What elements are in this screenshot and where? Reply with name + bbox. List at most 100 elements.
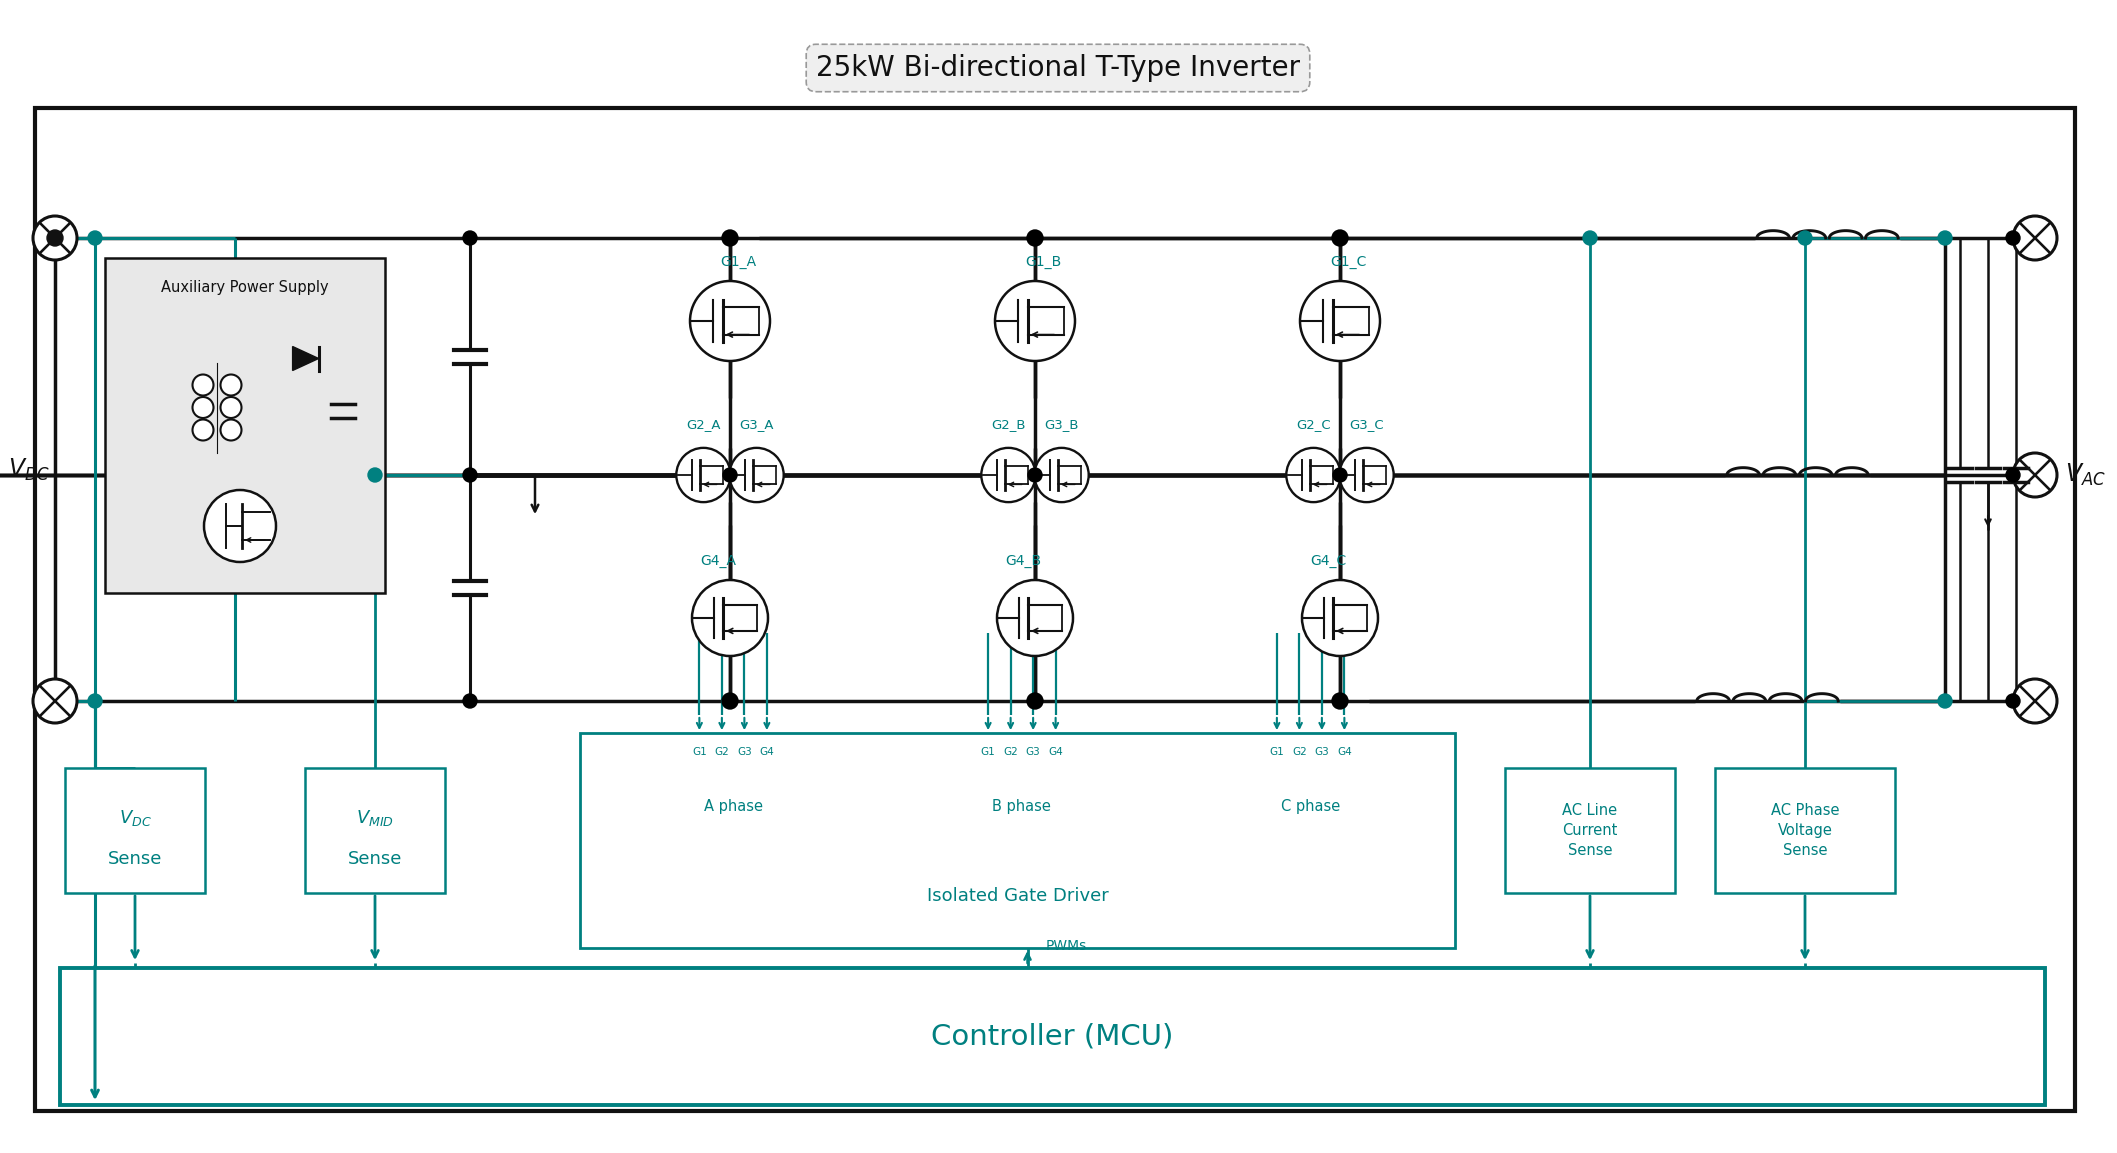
Circle shape — [1029, 694, 1042, 708]
Text: Isolated Gate Driver: Isolated Gate Driver — [927, 887, 1109, 905]
Bar — [106, 258, 385, 593]
Circle shape — [1035, 447, 1088, 503]
Text: G3: G3 — [737, 747, 752, 758]
Circle shape — [690, 281, 771, 361]
Text: G1_B: G1_B — [1025, 255, 1061, 269]
Text: Sense: Sense — [108, 850, 163, 867]
Text: G4_A: G4_A — [701, 553, 737, 568]
Circle shape — [193, 375, 214, 395]
Text: G4: G4 — [760, 747, 775, 758]
Circle shape — [220, 397, 241, 419]
Circle shape — [1300, 281, 1380, 361]
Text: G2_A: G2_A — [686, 419, 720, 431]
Circle shape — [1029, 468, 1042, 482]
Circle shape — [464, 231, 476, 244]
Circle shape — [675, 447, 730, 503]
Polygon shape — [292, 347, 318, 370]
Circle shape — [1029, 231, 1042, 244]
Circle shape — [368, 468, 381, 482]
Circle shape — [2007, 694, 2020, 708]
Circle shape — [724, 231, 737, 244]
Circle shape — [1797, 231, 1812, 244]
Text: G1: G1 — [1270, 747, 1285, 758]
Text: C phase: C phase — [1281, 799, 1340, 814]
Text: G1: G1 — [980, 747, 995, 758]
Circle shape — [193, 420, 214, 440]
Circle shape — [982, 447, 1035, 503]
Circle shape — [995, 281, 1075, 361]
Text: G3_A: G3_A — [739, 419, 775, 431]
Text: G2: G2 — [1291, 747, 1306, 758]
Circle shape — [1027, 693, 1044, 709]
Text: B phase: B phase — [993, 799, 1052, 814]
Circle shape — [203, 490, 275, 562]
Bar — [305, 768, 445, 894]
Text: G1: G1 — [692, 747, 707, 758]
Bar — [36, 108, 2075, 1111]
Text: $V_{DC}$: $V_{DC}$ — [8, 457, 51, 483]
Circle shape — [1334, 231, 1346, 244]
Text: G2_C: G2_C — [1296, 419, 1332, 431]
Bar — [1715, 768, 1895, 894]
Circle shape — [89, 694, 102, 708]
Circle shape — [1334, 694, 1346, 708]
Circle shape — [1332, 229, 1349, 246]
Circle shape — [722, 693, 739, 709]
Circle shape — [724, 468, 737, 482]
Text: AC Phase
Voltage
Sense: AC Phase Voltage Sense — [1770, 802, 1840, 858]
Circle shape — [2013, 216, 2058, 259]
Text: Auxiliary Power Supply: Auxiliary Power Supply — [161, 280, 328, 295]
Text: A phase: A phase — [703, 799, 762, 814]
Circle shape — [34, 679, 76, 723]
Text: Controller (MCU): Controller (MCU) — [931, 1023, 1173, 1050]
Circle shape — [1937, 231, 1952, 244]
Text: G3_B: G3_B — [1044, 419, 1080, 431]
Circle shape — [1334, 468, 1346, 482]
Text: $V_{AC}$: $V_{AC}$ — [2064, 462, 2106, 488]
Text: G1_A: G1_A — [720, 255, 756, 269]
Circle shape — [1340, 447, 1393, 503]
Circle shape — [1937, 694, 1952, 708]
Text: Sense: Sense — [347, 850, 402, 867]
Text: AC Line
Current
Sense: AC Line Current Sense — [1562, 802, 1617, 858]
Text: G3: G3 — [1027, 747, 1039, 758]
Text: G2: G2 — [1003, 747, 1018, 758]
Text: G4: G4 — [1048, 747, 1063, 758]
Text: G4_C: G4_C — [1310, 553, 1346, 568]
Circle shape — [997, 580, 1073, 656]
Circle shape — [1287, 447, 1340, 503]
Text: G2: G2 — [716, 747, 728, 758]
Circle shape — [464, 468, 476, 482]
Bar — [1505, 768, 1675, 894]
Circle shape — [220, 420, 241, 440]
Circle shape — [1332, 693, 1349, 709]
Circle shape — [722, 229, 739, 246]
Circle shape — [47, 229, 64, 246]
Circle shape — [2007, 468, 2020, 482]
Bar — [59, 969, 2045, 1105]
Circle shape — [34, 216, 76, 259]
Text: G4_B: G4_B — [1006, 553, 1042, 568]
Text: $V_{MID}$: $V_{MID}$ — [356, 807, 394, 828]
Bar — [580, 733, 1454, 948]
Circle shape — [692, 580, 768, 656]
Text: G4: G4 — [1338, 747, 1353, 758]
Circle shape — [730, 447, 783, 503]
Text: 25kW Bi-directional T-Type Inverter: 25kW Bi-directional T-Type Inverter — [815, 54, 1300, 82]
Text: $V_{DC}$: $V_{DC}$ — [119, 807, 152, 828]
Circle shape — [724, 694, 737, 708]
Circle shape — [89, 231, 102, 244]
Text: G3_C: G3_C — [1349, 419, 1385, 431]
Circle shape — [1027, 229, 1044, 246]
Circle shape — [2013, 453, 2058, 497]
Text: PWMs: PWMs — [1046, 939, 1086, 954]
Circle shape — [2007, 231, 2020, 244]
Circle shape — [193, 397, 214, 419]
Text: G3: G3 — [1315, 747, 1329, 758]
Circle shape — [1302, 580, 1378, 656]
Bar — [66, 768, 205, 894]
Circle shape — [1584, 231, 1596, 244]
Circle shape — [464, 694, 476, 708]
Circle shape — [220, 375, 241, 395]
Text: G1_C: G1_C — [1329, 255, 1365, 269]
